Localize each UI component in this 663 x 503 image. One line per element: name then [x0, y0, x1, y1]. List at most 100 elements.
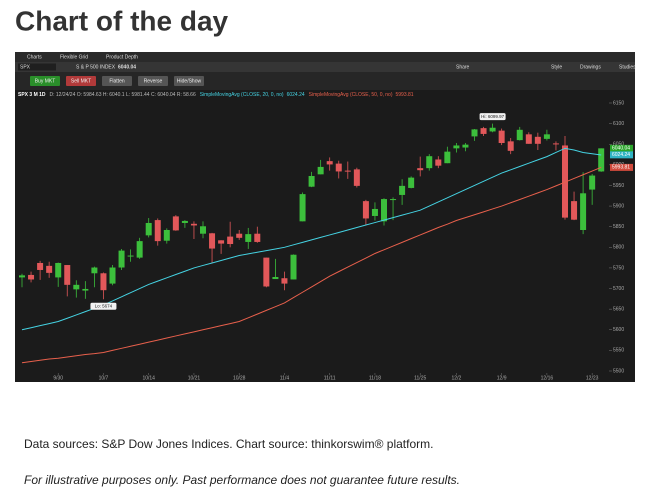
order-button[interactable]: [138, 76, 168, 86]
order-button-label[interactable]: Hide/Show: [177, 78, 202, 84]
candle-body: [426, 156, 433, 169]
candle-body: [371, 208, 378, 216]
candle-body: [272, 276, 279, 280]
candle-body: [408, 177, 415, 188]
price-badge-label: 6024.24: [612, 152, 630, 158]
symbol[interactable]: SPX: [20, 64, 31, 70]
chart-label: SPX 3 M 1D: [18, 92, 46, 98]
last-price: 6040.04: [118, 64, 136, 70]
candle-body: [571, 201, 578, 220]
y-tick-label: 5800: [613, 245, 624, 251]
sma-line: [21, 166, 602, 364]
sma-name: SimpleMovingAvg (CLOSE, 20, 0, no): [200, 92, 284, 98]
y-tick-label: 5750: [613, 265, 624, 271]
candle-body: [507, 141, 514, 151]
tool[interactable]: Drawings: [580, 64, 601, 70]
tool[interactable]: Style: [551, 64, 562, 70]
order-button-label[interactable]: Sell MKT: [71, 78, 91, 84]
candle-body: [598, 148, 605, 172]
candle-body: [353, 169, 360, 186]
order-button[interactable]: [102, 76, 132, 86]
candle-body: [390, 199, 397, 201]
annotation-box: [90, 302, 117, 310]
candle-body: [172, 216, 179, 231]
y-tick-label: 5850: [613, 224, 624, 230]
sma-line: [21, 147, 602, 331]
x-tick-label: 10/14: [142, 375, 155, 381]
y-tick-label: 5550: [613, 348, 624, 354]
order-bar: [15, 72, 635, 90]
order-button[interactable]: [174, 76, 204, 86]
candle-body: [362, 201, 369, 219]
tab[interactable]: Charts: [27, 54, 42, 60]
candle-body: [73, 284, 80, 290]
page-title: Chart of the day: [15, 5, 229, 36]
x-tick-label: 12/16: [541, 375, 554, 381]
candle-body: [28, 274, 35, 280]
order-button-label[interactable]: Reverse: [144, 78, 163, 84]
candle-body: [525, 134, 532, 144]
x-tick-label: 10/28: [233, 375, 246, 381]
symbol-bar: [15, 62, 635, 72]
symbol-box[interactable]: [18, 63, 56, 71]
symbol-name: S & P 500 INDEX: [76, 64, 116, 70]
candle-body: [534, 136, 541, 144]
candle-body: [136, 241, 143, 258]
candle-body: [462, 144, 469, 148]
x-tick-label: 12/9: [497, 375, 507, 381]
candle-body: [335, 163, 342, 172]
candle-body: [562, 145, 568, 218]
candle-body: [46, 265, 53, 273]
y-tick-label: 5500: [613, 368, 624, 374]
y-tick-label: 5950: [613, 183, 624, 189]
candle-body: [317, 166, 324, 175]
candle-body: [444, 151, 451, 164]
x-tick-label: 11/4: [280, 375, 290, 381]
candle-body: [344, 170, 351, 172]
price-badge: [610, 163, 633, 171]
sma-value: 6024.24: [287, 92, 305, 98]
order-button-label[interactable]: Buy MKT: [35, 78, 56, 84]
tool[interactable]: Studies: [619, 64, 636, 70]
x-tick-label: 11/25: [414, 375, 426, 381]
tab[interactable]: Flexible Grid: [60, 54, 88, 60]
annotation: Lo: 5674: [95, 303, 113, 308]
candle-body: [64, 265, 71, 285]
candle-body: [37, 262, 44, 270]
order-button[interactable]: [66, 76, 96, 86]
candle-body: [82, 288, 89, 291]
candle-body: [200, 226, 206, 234]
candle-body: [19, 275, 25, 278]
quote: D: 12/24/24 O: 5984.63 H: 6040.1 L: 5981…: [50, 92, 196, 98]
annotation-box: [479, 113, 506, 121]
candle-body: [245, 234, 252, 242]
price-badge: [610, 151, 633, 159]
tab[interactable]: Product Depth: [106, 54, 138, 60]
y-tick-label: 5650: [613, 306, 624, 312]
order-button[interactable]: [30, 76, 60, 86]
candle-body: [299, 194, 306, 222]
candle-body: [281, 278, 288, 284]
candle-body: [552, 143, 559, 145]
candle-body: [91, 267, 98, 274]
candle-body: [236, 233, 243, 238]
candle-body: [218, 240, 225, 244]
candle-body: [227, 236, 234, 245]
candle-body: [127, 255, 134, 257]
candle-body: [480, 128, 487, 134]
candle-body: [417, 168, 424, 171]
candle-body: [190, 223, 197, 226]
y-tick-label: 5600: [613, 327, 624, 333]
price-badge: [610, 144, 633, 152]
tool[interactable]: Share: [456, 64, 470, 70]
candle-body: [308, 175, 315, 187]
candle-body: [209, 233, 216, 249]
candle-body: [100, 273, 107, 291]
order-button-label[interactable]: Flatten: [109, 78, 125, 84]
candle-body: [55, 262, 62, 278]
candle-body: [145, 222, 152, 236]
candle-body: [399, 185, 406, 195]
x-tick-label: 9/30: [53, 375, 63, 381]
candle-body: [381, 199, 387, 222]
